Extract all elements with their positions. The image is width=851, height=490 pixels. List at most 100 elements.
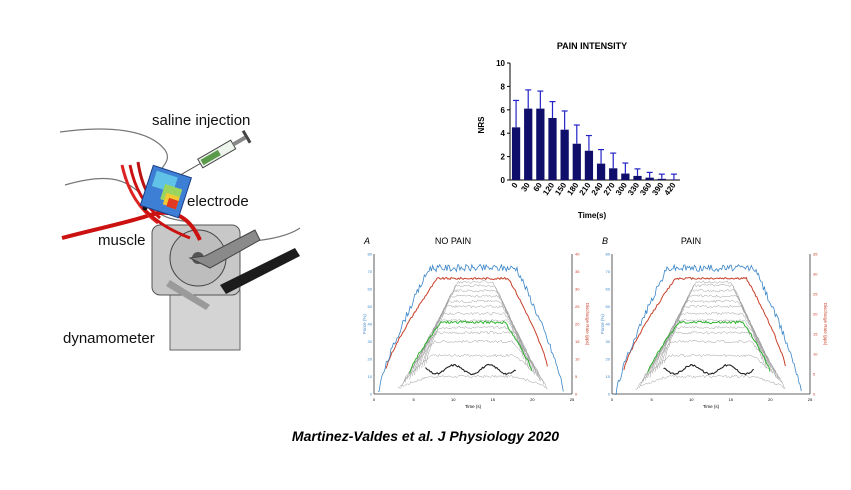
highlight-unit-line (647, 320, 771, 373)
right-tick-label: 25 (575, 304, 580, 309)
left-tick-label: 10 (368, 374, 373, 379)
motor-unit-line (645, 325, 779, 381)
motor-unit-line (407, 326, 541, 382)
right-axis-label: Discharge Rate (pps) (823, 303, 828, 346)
dynamometer-label: dynamometer (63, 330, 155, 347)
dynamometer-icon (151, 224, 300, 351)
motor-unit-line (664, 280, 762, 363)
bar (621, 173, 630, 180)
right-axis-label: Discharge Rate (pps) (585, 303, 590, 346)
right-tick-label: 5 (575, 374, 578, 379)
y-axis-label: NRS (477, 116, 486, 134)
x-tick-label: 150 (553, 181, 568, 198)
y-tick-label: 6 (501, 106, 506, 115)
left-tick-label: 50 (368, 304, 373, 309)
right-tick-label: 25 (813, 292, 818, 297)
left-axis-label: Force (%) (362, 314, 367, 334)
x-tick-label: 300 (614, 181, 629, 198)
muscle-label: muscle (98, 232, 146, 249)
low-threshold-unit-line (425, 363, 516, 376)
time-tick-label: 25 (570, 397, 575, 402)
left-tick-label: 0 (608, 392, 611, 397)
motor-unit-line (423, 284, 527, 367)
saline-injection-label: saline injection (152, 112, 251, 129)
motor-unit-line (640, 339, 783, 386)
muscle-fibers-icon (61, 161, 202, 241)
discharge-rate-line (623, 276, 786, 371)
highlight-unit-line (409, 320, 533, 374)
right-tick-label: 20 (575, 322, 580, 327)
panel-letter: B (602, 236, 608, 246)
y-tick-label: 4 (501, 129, 506, 138)
syringe-icon (180, 129, 252, 176)
time-tick-label: 25 (808, 397, 813, 402)
motor-unit-line (418, 294, 530, 369)
motor-unit-line (652, 304, 773, 374)
right-tick-label: 10 (813, 352, 818, 357)
left-tick-label: 80 (368, 252, 373, 257)
bar (596, 163, 606, 180)
right-tick-label: 15 (813, 332, 818, 337)
left-tick-label: 70 (368, 269, 373, 274)
force-plot-pain: B PAIN 0 10 20 30 40 50 60 70 80 0 5 10 15 20 25 30 35 0 5 10… (600, 236, 828, 409)
discharge-rate-line (385, 276, 548, 369)
bar (560, 129, 569, 180)
right-tick-label: 30 (813, 272, 818, 277)
right-tick-label: 30 (575, 287, 580, 292)
panel-title: NO PAIN (435, 236, 471, 246)
bar (584, 150, 594, 180)
right-tick-label: 15 (575, 339, 580, 344)
time-tick-label: 15 (729, 397, 734, 402)
time-tick-label: 20 (768, 397, 773, 402)
right-tick-label: 35 (813, 252, 818, 257)
left-tick-label: 0 (370, 392, 373, 397)
bar (657, 178, 666, 180)
time-tick-label: 5 (650, 397, 653, 402)
x-tick-label: 120 (541, 181, 556, 198)
motor-unit-line (654, 299, 771, 373)
force-line (377, 263, 564, 392)
bar (645, 177, 654, 180)
time-tick-label: 10 (451, 397, 456, 402)
right-tick-label: 40 (575, 252, 580, 257)
right-tick-label: 0 (813, 392, 816, 397)
left-tick-label: 60 (606, 287, 611, 292)
motor-unit-line (649, 311, 774, 378)
motor-unit-line (400, 353, 547, 388)
x-tick-label: 210 (578, 181, 593, 198)
left-tick-label: 50 (606, 304, 611, 309)
bar (548, 117, 557, 180)
motor-unit-line (635, 374, 786, 390)
chart-title: PAIN INTENSITY (557, 41, 627, 51)
y-tick-label: 0 (501, 176, 506, 185)
electrode-label: electrode (187, 193, 249, 210)
bar (572, 143, 581, 180)
right-tick-label: 20 (813, 312, 818, 317)
time-axis-label: Time (s) (703, 404, 720, 409)
left-tick-label: 10 (606, 374, 611, 379)
x-tick-label: 30 (519, 181, 532, 194)
x-tick-label: 0 (510, 181, 520, 190)
bar (609, 168, 618, 180)
x-tick-label: 270 (602, 181, 617, 198)
low-threshold-unit-line (663, 363, 755, 376)
bar (511, 127, 521, 180)
left-tick-label: 40 (606, 322, 611, 327)
electrode-grid-icon (139, 164, 193, 219)
left-tick-label: 20 (606, 357, 611, 362)
motor-unit-line (402, 339, 545, 385)
motor-unit-line (411, 311, 536, 377)
x-tick-label: 360 (638, 181, 653, 198)
time-tick-label: 0 (373, 397, 376, 402)
left-tick-label: 80 (606, 252, 611, 257)
time-tick-label: 5 (412, 397, 415, 402)
motor-unit-line (661, 283, 765, 365)
left-tick-label: 30 (606, 339, 611, 344)
bar (669, 179, 679, 180)
force-plot-no-pain: A NO PAIN01020304050607080051015202530354… (362, 236, 590, 409)
x-axis-label: Time(s) (578, 211, 607, 220)
right-tick-label: 35 (575, 269, 580, 274)
x-tick-label: 240 (590, 181, 605, 198)
time-axis-label: Time (s) (465, 404, 482, 409)
